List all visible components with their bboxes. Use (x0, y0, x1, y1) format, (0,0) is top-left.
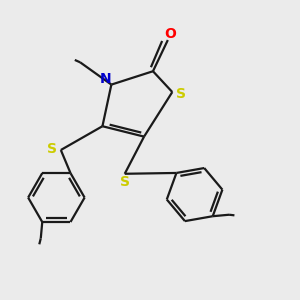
Text: S: S (176, 87, 186, 101)
Text: N: N (100, 72, 112, 86)
Text: S: S (120, 175, 130, 189)
Text: O: O (164, 27, 176, 41)
Text: S: S (47, 142, 57, 155)
